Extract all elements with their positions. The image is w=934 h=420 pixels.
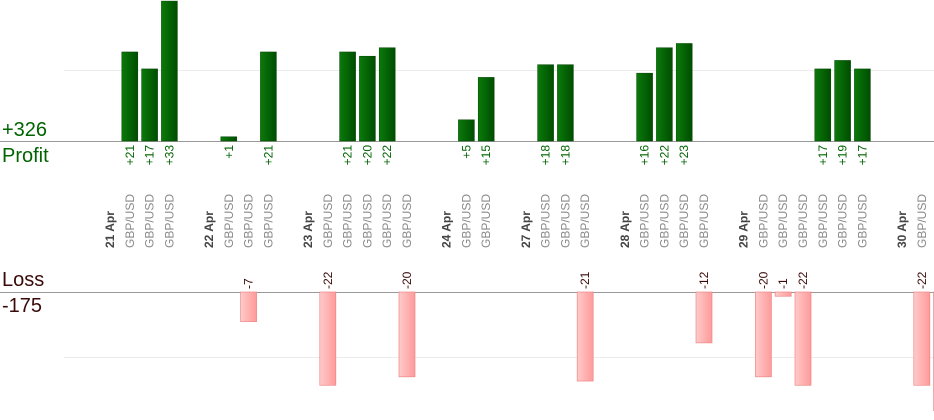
pair-label: GBP/USD [459,194,473,248]
profit-value-label: +1 [222,145,236,159]
profit-bar [814,68,832,142]
profit-value-label: +23 [677,145,691,166]
pair-label: GBP/USD [479,194,493,248]
profit-bar [339,51,356,142]
profit-value-label: +21 [341,145,355,166]
profit-bar [458,119,475,142]
profit-bar [834,60,851,142]
pair-label: GBP/USD [776,194,790,248]
profit-value-label: +19 [836,145,850,166]
pair-label: GBP/USD [915,194,929,248]
pair-label: GBP/USD [816,194,830,248]
profit-value-label: +16 [638,145,652,166]
loss-value-label: -22 [915,271,929,289]
loss-value-label: -21 [578,271,592,289]
loss-value-label: -12 [697,271,711,289]
profit-bar [557,64,574,142]
profit-value-label: +17 [143,145,157,166]
profit-value-label: +33 [162,145,176,166]
pair-label: GBP/USD [657,194,671,248]
profit-bar [359,55,376,142]
loss-total: -175 [2,295,43,317]
profit-value-label: +20 [360,145,374,166]
pair-label: GBP/USD [756,194,770,248]
pair-label: GBP/USD [222,194,236,248]
pair-label: GBP/USD [796,194,810,248]
profit-bar [636,72,653,142]
pair-label: GBP/USD [143,194,157,248]
loss-value-label: -20 [756,271,770,289]
profit-bar [121,51,139,142]
day-label: 30 Apr [895,211,909,248]
profit-value-label: +17 [816,145,830,166]
day-label: 22 Apr [202,211,216,248]
day-label: 29 Apr [737,211,751,248]
loss-value-label: -22 [321,271,335,289]
profit-bar [260,51,277,142]
loss-value-label: -20 [400,271,414,289]
pair-label: GBP/USD [123,194,137,248]
loss-bar [398,291,416,378]
pair-label: GBP/USD [360,194,374,248]
profit-value-label: +15 [479,145,493,166]
pair-label: GBP/USD [677,194,691,248]
profit-bar [675,43,693,142]
pair-label: GBP/USD [836,194,850,248]
profit-bar [854,68,871,142]
loss-value-label: -22 [796,271,810,289]
loss-label: Loss [2,269,45,291]
pair-label: GBP/USD [578,194,592,248]
pair-label: GBP/USD [539,194,553,248]
profit-value-label: +22 [657,145,671,166]
pair-label: GBP/USD [242,194,256,248]
loss-bar [755,291,772,378]
profit-value-label: +17 [855,145,869,166]
pair-label: GBP/USD [855,194,869,248]
day-label: 28 Apr [618,211,632,248]
loss-value-label: -1 [776,278,790,289]
loss-bar [240,291,257,323]
pair-label: GBP/USD [558,194,572,248]
loss-bar [576,291,594,382]
loss-bar [695,291,713,344]
loss-bar [913,291,931,386]
day-label: 24 Apr [440,211,454,248]
day-label: 21 Apr [103,211,117,248]
day-label: 27 Apr [519,211,533,248]
loss-value-label: -7 [242,278,256,289]
pair-label: GBP/USD [380,194,394,248]
profit-value-label: +21 [261,145,275,166]
profit-value-label: +22 [380,145,394,166]
pair-label: GBP/USD [321,194,335,248]
profit-value-label: +18 [558,145,572,166]
pair-label: GBP/USD [638,194,652,248]
pair-label: GBP/USD [162,194,176,248]
profit-bar [141,68,158,142]
loss-bar [319,291,337,386]
profit-value-label: +18 [539,145,553,166]
loss-bar [794,291,812,386]
profit-bar [220,136,238,142]
loss-bar [774,291,792,297]
profit-value-label: +5 [459,145,473,159]
profit-bar [378,47,396,142]
profit-bar [161,0,178,142]
day-label: 23 Apr [301,211,315,248]
pair-label: GBP/USD [400,194,414,248]
profit-bar [477,77,495,142]
pair-label: GBP/USD [697,194,711,248]
profit-bar [537,64,554,142]
profit-total: +326 [2,119,48,141]
profit-bar [656,47,673,142]
profit-value-label: +21 [123,145,137,166]
profit-label: Profit [2,145,49,167]
pair-label: GBP/USD [341,194,355,248]
pair-label: GBP/USD [261,194,275,248]
